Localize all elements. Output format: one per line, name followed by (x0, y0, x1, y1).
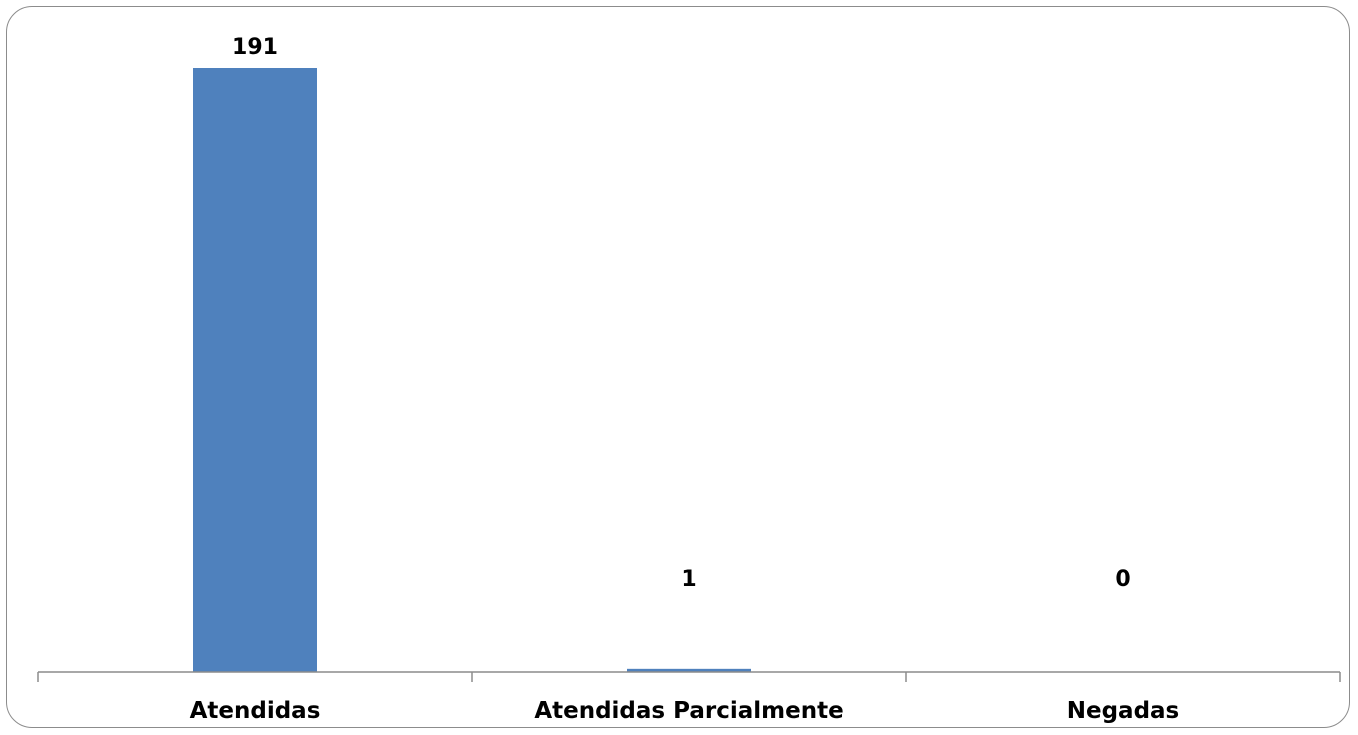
x-axis (38, 672, 1340, 682)
x-tick-labels-group: Atendidas Atendidas Parcialmente Negadas (190, 698, 1180, 724)
bars-group (193, 68, 751, 672)
bar-0 (193, 68, 317, 672)
x-tick-label-2: Negadas (1067, 698, 1180, 724)
data-label-1: 1 (681, 567, 696, 592)
data-labels-group: 191 1 0 (232, 35, 1131, 592)
data-label-2: 0 (1115, 567, 1130, 592)
x-tick-label-1: Atendidas Parcialmente (534, 698, 843, 724)
data-label-0: 191 (232, 35, 278, 60)
x-tick-label-0: Atendidas (190, 698, 321, 724)
